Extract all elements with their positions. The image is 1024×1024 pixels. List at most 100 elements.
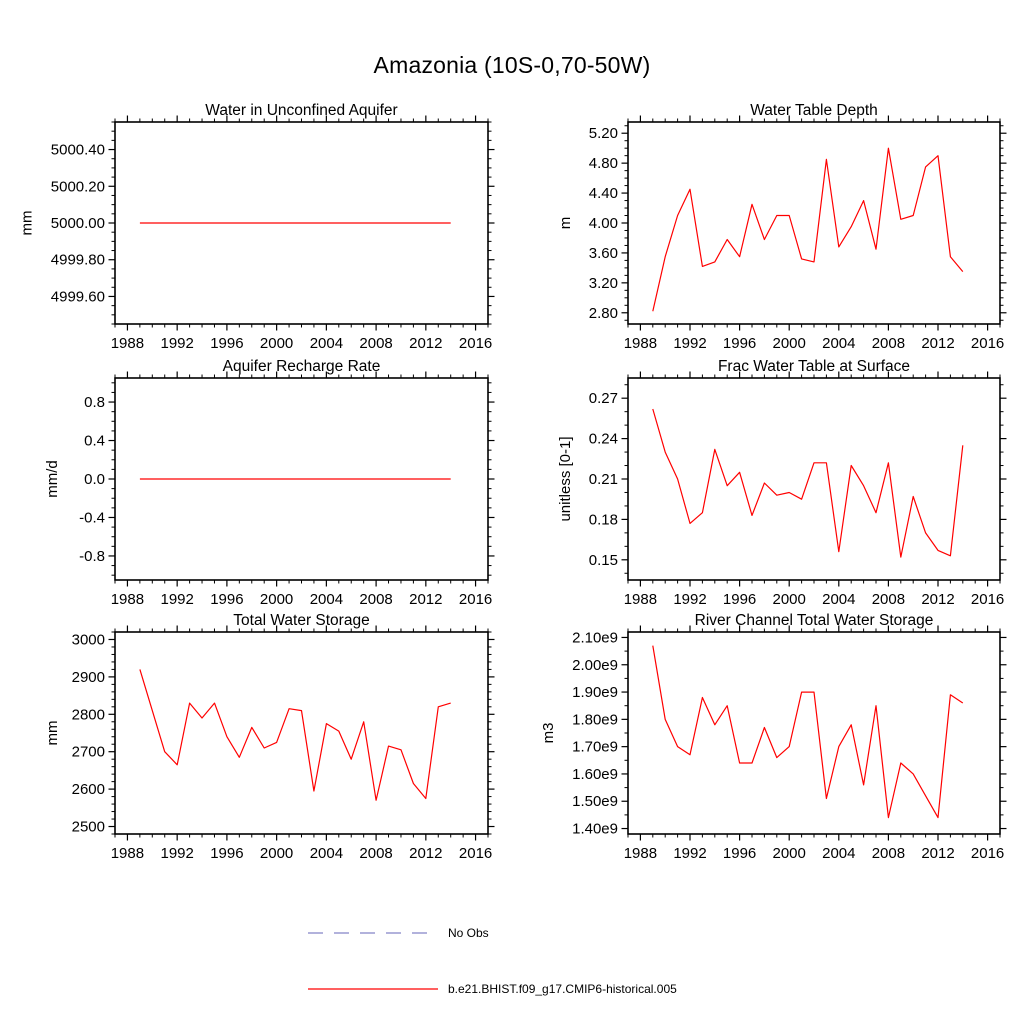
x-tick-label: 2016 <box>459 591 492 608</box>
x-tick-label: 2008 <box>872 591 905 608</box>
y-tick-label: 2500 <box>72 819 105 836</box>
y-axis-label: m <box>557 217 574 230</box>
y-tick-label: 3.20 <box>589 275 618 292</box>
no-obs-dashed-line-icon <box>308 932 438 934</box>
y-tick-labels: 2500 2600 2700 2800 2900 3000 <box>72 632 105 836</box>
x-tick-label: 2004 <box>310 591 343 608</box>
x-tick-label: 2012 <box>409 591 442 608</box>
y-axis-label: mm <box>44 721 61 746</box>
y-tick-label: 0.8 <box>84 394 105 411</box>
chart-title: Water in Unconfined Aquifer <box>205 102 397 119</box>
y-tick-label: 0.21 <box>589 471 618 488</box>
y-tick-label: 2.10e9 <box>572 630 618 647</box>
x-tick-label: 2012 <box>921 335 954 352</box>
legend-label-no-obs: No Obs <box>448 926 489 940</box>
y-tick-label: -0.8 <box>79 548 105 565</box>
x-tick-label: 2016 <box>971 845 1004 862</box>
x-tick-labels: 1988 1992 1996 2000 2004 2008 2012 2016 <box>111 845 493 862</box>
x-tick-label: 1988 <box>111 591 144 608</box>
figure-title: Amazonia (10S-0,70-50W) <box>373 52 651 78</box>
chart-title: River Channel Total Water Storage <box>695 612 934 629</box>
y-tick-label: 1.50e9 <box>572 793 618 810</box>
x-tick-label: 1988 <box>111 845 144 862</box>
x-tick-labels: 1988 1992 1996 2000 2004 2008 2012 2016 <box>624 845 1005 862</box>
x-tick-label: 1992 <box>673 845 706 862</box>
x-tick-labels: 1988 1992 1996 2000 2004 2008 2012 2016 <box>624 335 1005 352</box>
x-tick-label: 2000 <box>260 845 293 862</box>
x-tick-label: 2004 <box>310 845 343 862</box>
y-tick-label: 4.40 <box>589 185 618 202</box>
data-line <box>652 408 964 558</box>
x-tick-label: 2004 <box>822 591 855 608</box>
x-tick-label: 1988 <box>111 335 144 352</box>
x-tick-label: 2000 <box>260 335 293 352</box>
data-line <box>652 645 964 819</box>
x-tick-label: 2016 <box>971 335 1004 352</box>
legend-entry-model-run: b.e21.BHIST.f09_g17.CMIP6-historical.005 <box>308 982 677 996</box>
y-tick-label: 0.27 <box>589 390 618 407</box>
y-tick-label: 2800 <box>72 706 105 723</box>
plot-frame <box>627 377 1001 581</box>
chart-title: Frac Water Table at Surface <box>718 358 910 375</box>
axis-ticks <box>621 115 1007 331</box>
x-tick-label: 2012 <box>921 591 954 608</box>
y-tick-label: 5000.00 <box>51 215 105 232</box>
plot-frame <box>627 121 1001 325</box>
axis-ticks <box>108 625 495 841</box>
x-tick-label: 1992 <box>161 591 194 608</box>
x-tick-label: 1996 <box>723 845 756 862</box>
y-tick-label: 5000.20 <box>51 178 105 195</box>
chart-water-in-unconfined-aquifer: 1988 1992 1996 2000 2004 2008 2012 20164999.604… <box>19 102 495 352</box>
axis-ticks <box>621 371 1007 587</box>
y-tick-label: 1.80e9 <box>572 711 618 728</box>
x-tick-label: 2004 <box>822 845 855 862</box>
y-tick-label: 5000.40 <box>51 142 105 159</box>
y-tick-label: 4.80 <box>589 155 618 172</box>
x-tick-label: 1988 <box>624 591 657 608</box>
x-tick-label: 1996 <box>723 591 756 608</box>
chart-title: Total Water Storage <box>233 612 369 629</box>
axis-ticks <box>621 625 1007 841</box>
y-tick-label: -0.4 <box>79 510 105 527</box>
y-tick-label: 1.60e9 <box>572 766 618 783</box>
x-tick-label: 1996 <box>210 591 243 608</box>
x-tick-label: 1992 <box>161 335 194 352</box>
y-axis-label: unitless [0-1] <box>557 436 574 521</box>
y-tick-labels: 1.40e9 1.50e9 1.60e9 1.70e9 1.80e9 1.90e9 2.00… <box>572 630 618 838</box>
x-tick-label: 2000 <box>773 591 806 608</box>
plot-frame <box>114 631 489 835</box>
x-tick-label: 2012 <box>409 845 442 862</box>
y-tick-label: 0.4 <box>84 433 105 450</box>
y-tick-label: 0.18 <box>589 511 618 528</box>
y-tick-label: 5.20 <box>589 125 618 142</box>
data-line <box>652 147 964 312</box>
y-tick-labels: 4999.60 4999.80 5000.00 5000.20 5000.40 <box>51 142 105 306</box>
y-tick-labels: -0.8 -0.4 0.0 0.4 0.8 <box>79 394 105 565</box>
y-tick-label: 4999.80 <box>51 252 105 269</box>
x-tick-label: 1996 <box>210 335 243 352</box>
legend-entry-no-obs: No Obs <box>308 926 677 940</box>
y-tick-label: 3000 <box>72 632 105 649</box>
x-tick-label: 2016 <box>971 591 1004 608</box>
plot-frame <box>627 631 1001 835</box>
chart-frac-water-table-at-surface: 1988 1992 1996 2000 2004 2008 2012 2016 0.15 0.18… <box>557 358 1007 608</box>
chart-title: Water Table Depth <box>750 102 878 119</box>
y-tick-label: 0.24 <box>589 431 618 448</box>
y-tick-label: 1.40e9 <box>572 821 618 838</box>
legend-label-model-run: b.e21.BHIST.f09_g17.CMIP6-historical.005 <box>448 982 677 996</box>
x-tick-label: 2012 <box>409 335 442 352</box>
legend: No Obs b.e21.BHIST.f09_g17.CMIP6-histori… <box>308 926 677 1024</box>
axis-ticks <box>108 115 495 331</box>
chart-water-table-depth: 1988 1992 1996 2000 2004 2008 2012 2016 2.80 3.20… <box>557 102 1007 352</box>
y-tick-label: 2600 <box>72 781 105 798</box>
x-tick-label: 2008 <box>872 335 905 352</box>
chart-aquifer-recharge-rate: 1988 1992 1996 2000 2004 2008 2012 2016 -0.8 -0.4… <box>44 358 495 608</box>
y-tick-label: 0.15 <box>589 552 618 569</box>
x-tick-label: 1988 <box>624 845 657 862</box>
x-tick-label: 1988 <box>624 335 657 352</box>
data-line <box>139 669 451 801</box>
x-tick-label: 2016 <box>459 335 492 352</box>
x-tick-label: 2004 <box>822 335 855 352</box>
y-tick-label: 2900 <box>72 669 105 686</box>
